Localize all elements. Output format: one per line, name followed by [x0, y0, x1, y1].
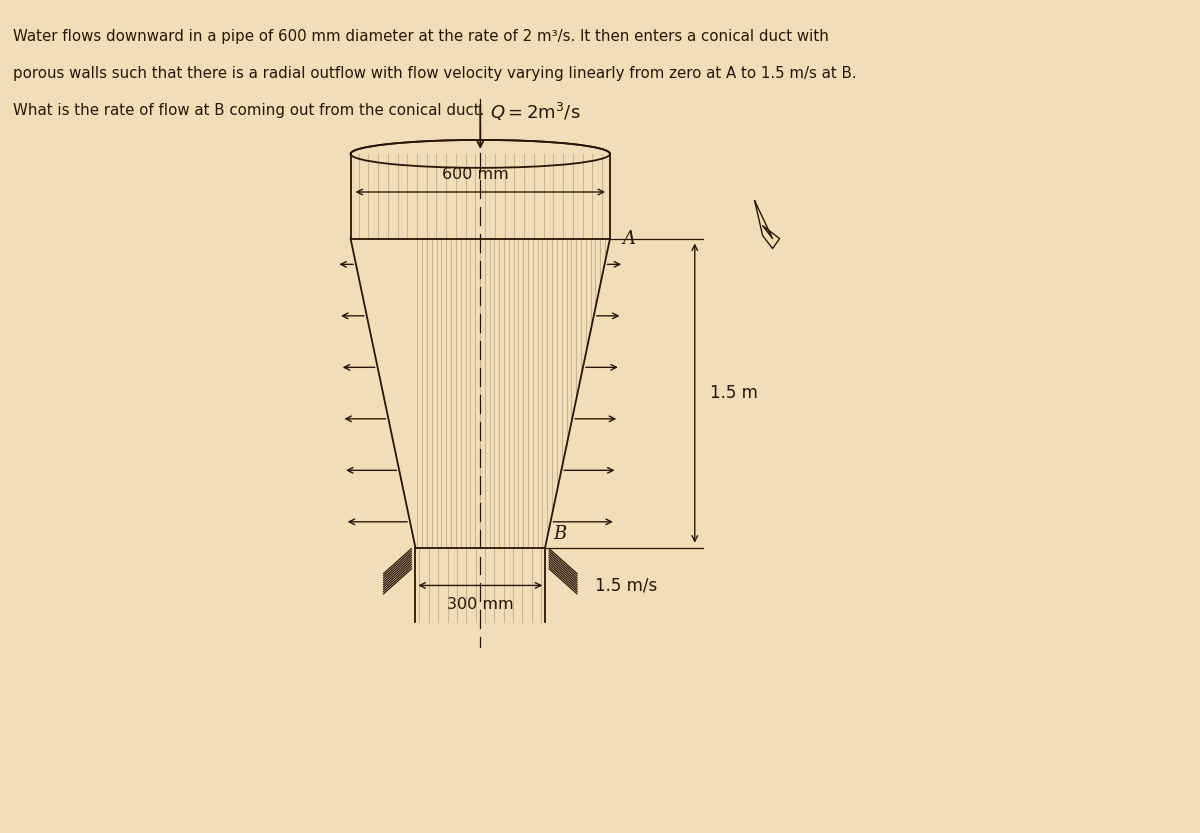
Text: What is the rate of flow at B coming out from the conical duct.: What is the rate of flow at B coming out… [13, 103, 485, 118]
Text: 1.5 m/s: 1.5 m/s [595, 576, 658, 595]
Text: $Q = 2\mathrm{m}^3/\mathrm{s}$: $Q = 2\mathrm{m}^3/\mathrm{s}$ [491, 101, 581, 123]
Text: B: B [553, 525, 566, 542]
Text: Water flows downward in a pipe of 600 mm diameter at the rate of 2 m³/s. It then: Water flows downward in a pipe of 600 mm… [13, 29, 829, 44]
Text: 600 mm: 600 mm [442, 167, 509, 182]
Text: 300 mm: 300 mm [446, 597, 514, 612]
Text: A: A [622, 230, 635, 247]
Text: porous walls such that there is a radial outflow with flow velocity varying line: porous walls such that there is a radial… [13, 66, 857, 81]
Text: 1.5 m: 1.5 m [709, 384, 757, 402]
